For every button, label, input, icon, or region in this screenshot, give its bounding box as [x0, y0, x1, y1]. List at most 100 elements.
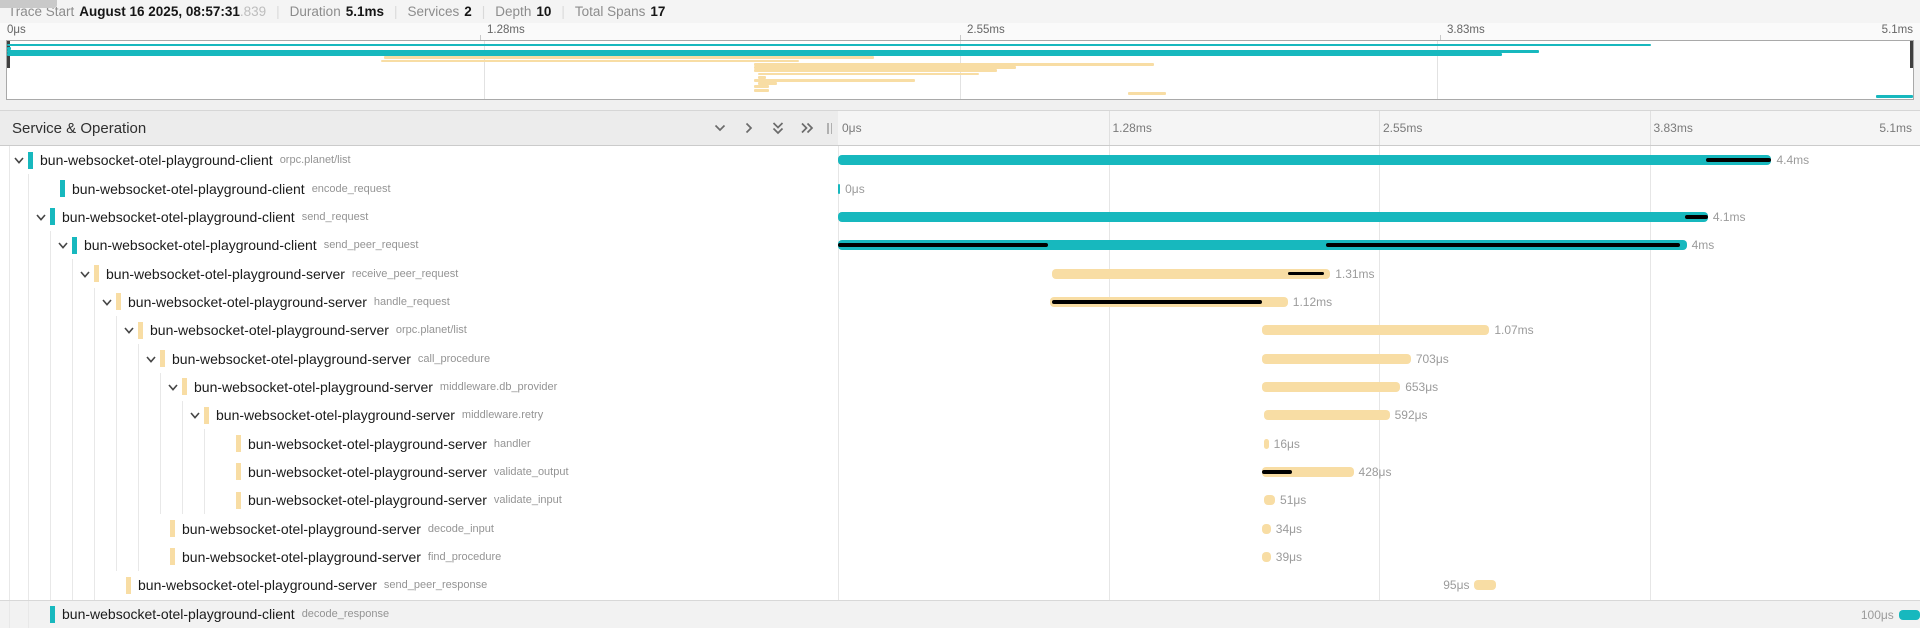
- indent-guide: [138, 514, 139, 543]
- service-name: bun-websocket-otel-playground-client: [40, 152, 273, 169]
- span-event-marker: [838, 243, 1049, 248]
- indent-guide: [28, 600, 29, 628]
- operation-name: middleware.retry: [461, 409, 544, 422]
- span-duration-bar[interactable]: [1264, 438, 1269, 449]
- span-duration-bar[interactable]: [1262, 325, 1490, 336]
- minimap-span-bar: [1875, 95, 1913, 98]
- span-duration-bar[interactable]: [838, 183, 841, 194]
- indent-guide: [182, 486, 183, 515]
- indent-guide: [28, 344, 29, 373]
- span-duration-bar[interactable]: [1474, 580, 1496, 591]
- expand-one-icon[interactable]: [741, 120, 757, 136]
- span-row[interactable]: bun-websocket-otel-playground-server dec…: [0, 514, 1920, 543]
- timeline-table-header: Service & Operation 0μs 1.28ms 2.55ms 3.83m…: [0, 110, 1920, 146]
- minimap-gridline: [1436, 41, 1438, 99]
- span-duration-label: 4.1ms: [1712, 209, 1746, 224]
- operation-name: decode_input: [427, 522, 494, 535]
- span-row[interactable]: bun-websocket-otel-playground-server orp…: [0, 316, 1920, 345]
- trace-summary-bar: Trace Start August 16 2025, 08:57:31.839…: [0, 0, 1920, 23]
- span-row[interactable]: bun-websocket-otel-playground-server sen…: [0, 571, 1920, 600]
- span-duration-bar[interactable]: [1264, 410, 1390, 421]
- minimap-canvas[interactable]: [6, 40, 1914, 100]
- minimap-tick-label: 5.1ms: [1881, 24, 1913, 36]
- span-duration-bar[interactable]: [1052, 268, 1331, 279]
- span-duration-label: 703μs: [1415, 351, 1449, 366]
- span-duration-label: 100μs: [1860, 607, 1894, 622]
- row-chevron-down-icon[interactable]: [101, 296, 113, 308]
- span-row[interactable]: bun-websocket-otel-playground-client orp…: [0, 146, 1920, 175]
- service-name: bun-websocket-otel-playground-server: [106, 265, 345, 282]
- expand-all-icon[interactable]: [799, 120, 815, 136]
- span-duration-bar[interactable]: [838, 211, 1708, 222]
- span-row[interactable]: bun-websocket-otel-playground-server han…: [0, 287, 1920, 317]
- span-duration-bar[interactable]: [1262, 552, 1271, 562]
- indent-guide: [9, 259, 10, 288]
- span-duration-bar[interactable]: [1262, 466, 1354, 477]
- indent-guide: [28, 457, 29, 487]
- header-gridline: [1379, 111, 1380, 145]
- indent-guide: [72, 542, 73, 572]
- timeline-tick-label: 3.83ms: [1653, 121, 1693, 135]
- span-duration-bar[interactable]: [1262, 523, 1271, 534]
- span-row[interactable]: bun-websocket-otel-playground-server mid…: [0, 401, 1920, 430]
- indent-guide: [9, 401, 10, 430]
- minimap-span-bar: [754, 62, 1155, 66]
- span-row[interactable]: bun-websocket-otel-playground-server val…: [0, 486, 1920, 515]
- minimap-span-bar: [754, 88, 770, 92]
- header-gridline: [1649, 111, 1651, 145]
- indent-guide: [94, 287, 95, 317]
- row-chevron-down-icon[interactable]: [13, 154, 25, 166]
- indent-guide: [72, 486, 73, 515]
- indent-guide: [94, 429, 95, 458]
- row-chevron-down-icon[interactable]: [145, 353, 157, 365]
- span-row[interactable]: bun-websocket-otel-playground-server han…: [0, 429, 1920, 458]
- span-row[interactable]: bun-websocket-otel-playground-client dec…: [0, 599, 1920, 628]
- collapse-one-icon[interactable]: [712, 120, 728, 136]
- minimap-tick-label: 2.55ms: [967, 24, 1005, 36]
- minimap-gridline: [483, 41, 485, 99]
- row-chevron-down-icon[interactable]: [189, 409, 201, 421]
- minimap-span-bar: [758, 82, 777, 86]
- minimap-right-scrubber-handle[interactable]: [1910, 41, 1913, 68]
- span-duration-bar[interactable]: [838, 240, 1687, 251]
- span-row[interactable]: bun-websocket-otel-playground-server fin…: [0, 542, 1920, 572]
- row-chevron-down-icon[interactable]: [167, 381, 179, 393]
- total-spans-label: Total Spans: [574, 4, 646, 19]
- span-duration-label: 34μs: [1275, 521, 1303, 536]
- indent-guide: [28, 287, 29, 317]
- row-chevron-down-icon[interactable]: [123, 324, 135, 336]
- service-name: bun-websocket-otel-playground-server: [248, 463, 487, 480]
- indent-guide: [182, 457, 183, 487]
- indent-guide: [50, 231, 51, 260]
- row-chevron-down-icon[interactable]: [57, 239, 69, 251]
- indent-guide: [116, 514, 117, 543]
- span-row[interactable]: bun-websocket-otel-playground-server val…: [0, 457, 1920, 487]
- collapse-all-icon[interactable]: [770, 120, 786, 136]
- span-row[interactable]: bun-websocket-otel-playground-client enc…: [0, 174, 1920, 203]
- span-duration-bar[interactable]: [1898, 609, 1920, 620]
- row-chevron-down-icon[interactable]: [79, 268, 91, 280]
- column-resizer-grip[interactable]: [827, 123, 834, 134]
- indent-guide: [94, 344, 95, 373]
- span-duration-bar[interactable]: [1264, 495, 1276, 506]
- span-row[interactable]: bun-websocket-otel-playground-server rec…: [0, 259, 1920, 288]
- span-row[interactable]: bun-websocket-otel-playground-client sen…: [0, 231, 1920, 260]
- indent-guide: [204, 429, 205, 458]
- indent-guide: [28, 231, 29, 260]
- indent-guide: [28, 316, 29, 345]
- row-chevron-down-icon[interactable]: [35, 211, 47, 223]
- span-row[interactable]: bun-websocket-otel-playground-client sen…: [0, 202, 1920, 232]
- span-duration-bar[interactable]: [838, 155, 1772, 166]
- span-row[interactable]: bun-websocket-otel-playground-server mid…: [0, 372, 1920, 402]
- minimap-span-bar: [758, 75, 766, 79]
- depth-label: Depth: [495, 4, 532, 19]
- span-duration-bar[interactable]: [1262, 381, 1401, 392]
- indent-guide: [50, 542, 51, 572]
- indent-guide: [72, 316, 73, 345]
- service-color-bar: [160, 350, 165, 368]
- indent-guide: [50, 486, 51, 515]
- service-color-bar: [28, 151, 33, 169]
- span-duration-bar[interactable]: [1262, 353, 1411, 364]
- span-row[interactable]: bun-websocket-otel-playground-server cal…: [0, 344, 1920, 373]
